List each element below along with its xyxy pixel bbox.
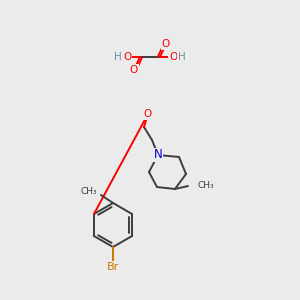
Text: O: O — [162, 39, 170, 49]
Text: H: H — [114, 52, 122, 62]
Text: Br: Br — [107, 262, 119, 272]
Text: CH₃: CH₃ — [80, 187, 97, 196]
Text: O: O — [130, 65, 138, 75]
Text: O: O — [144, 109, 152, 119]
Text: N: N — [154, 148, 162, 161]
Text: CH₃: CH₃ — [197, 182, 214, 190]
Text: O: O — [169, 52, 177, 62]
Text: H: H — [178, 52, 186, 62]
Text: O: O — [123, 52, 131, 62]
